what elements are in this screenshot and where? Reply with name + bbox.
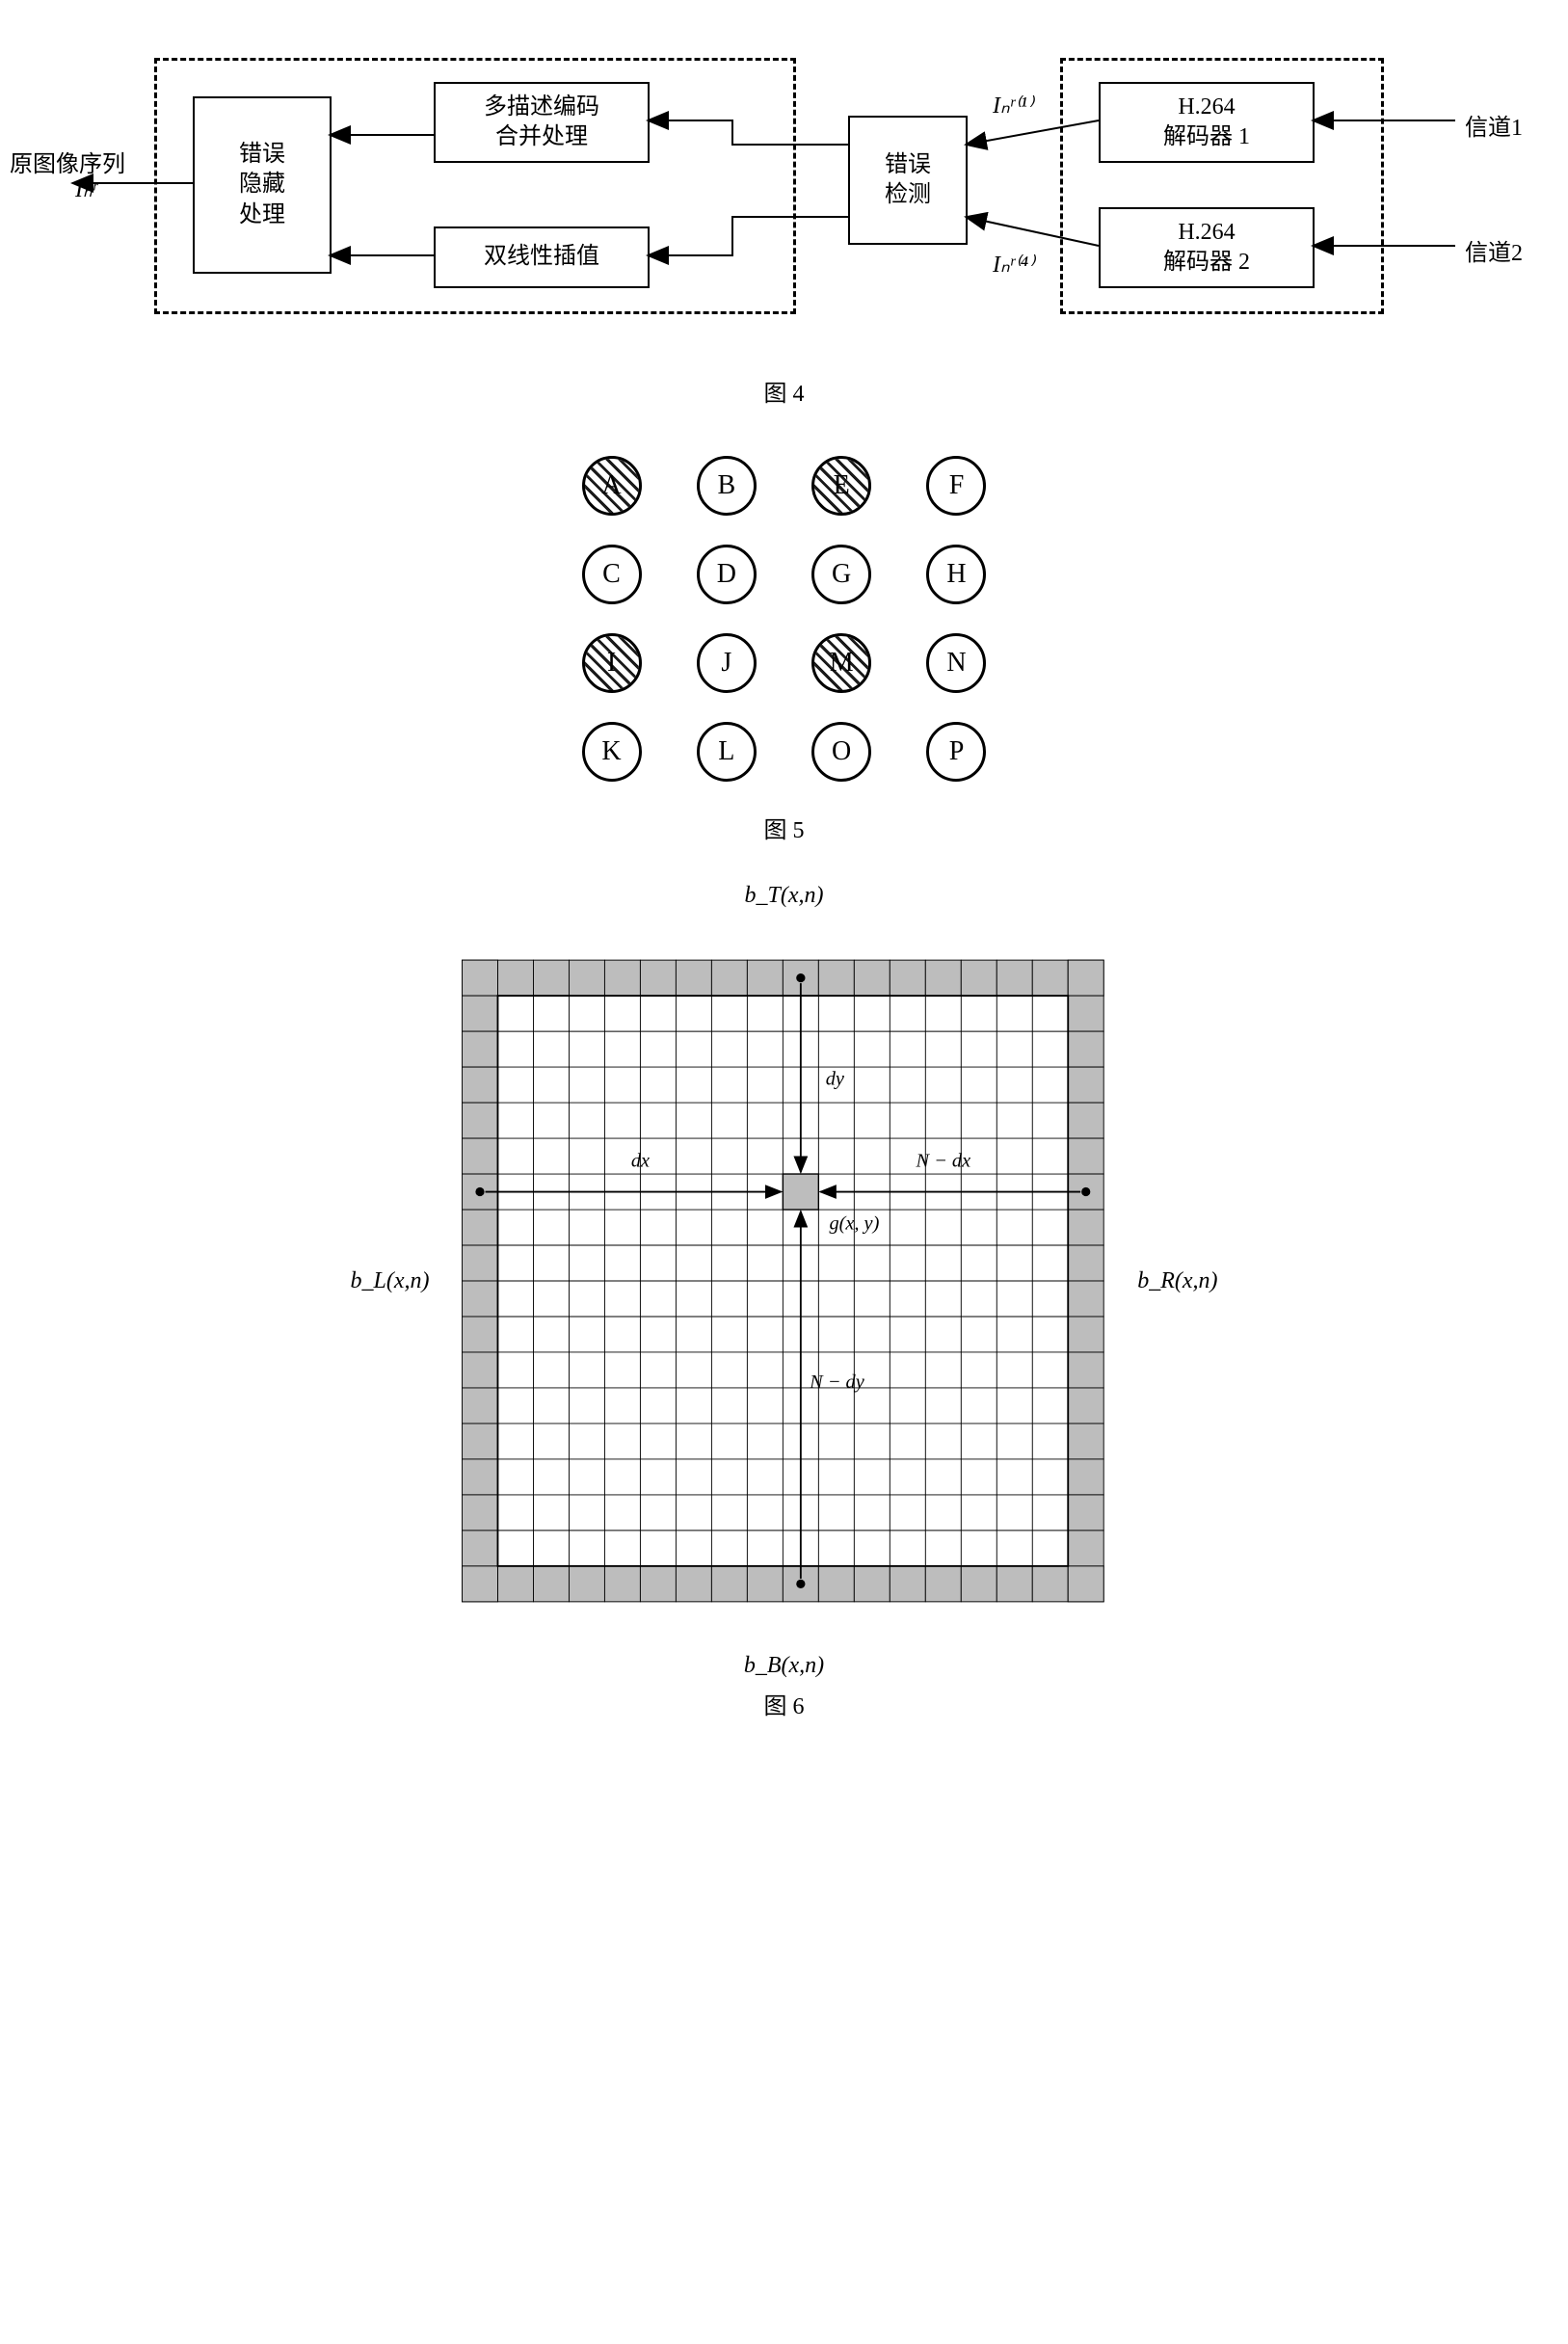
- figure-5: A B E F C D G H I J M N K L O P: [582, 456, 987, 782]
- box-bilinear-label: 双线性插值: [484, 242, 599, 272]
- fig5-circle-L: L: [697, 722, 757, 782]
- label-orig-seq: 原图像序列: [10, 145, 125, 178]
- svg-text:dy: dy: [826, 1069, 845, 1090]
- fig4-caption-text: 图 4: [764, 382, 805, 407]
- fig5-circle-M: M: [811, 633, 871, 693]
- fig5-circle-B: B: [697, 456, 757, 516]
- box-mdc-merge: 多描述编码 合并处理: [434, 82, 650, 163]
- figure-4: 错误 隐藏 处理 多描述编码 合并处理 双线性插值 错误 检测 H.264 解码…: [19, 39, 1549, 366]
- fig6-label-top-text: b_T(x,n): [745, 883, 824, 908]
- label-ch1-text: 信道1: [1465, 116, 1523, 141]
- box-mdc-merge-label: 多描述编码 合并处理: [484, 93, 599, 152]
- label-In-r1: Iₙʳ⁽¹⁾: [993, 92, 1033, 120]
- box-bilinear: 双线性插值: [434, 226, 650, 288]
- label-In-r: Iₙʳ: [75, 175, 97, 203]
- fig6-label-right-text: b_R(x,n): [1137, 1268, 1217, 1293]
- fig5-circle-H: H: [926, 545, 986, 604]
- fig5-caption-text: 图 5: [764, 818, 805, 843]
- fig5-circle-J: J: [697, 633, 757, 693]
- fig6-caption: 图 6: [19, 1687, 1549, 1720]
- fig5-circle-label: M: [830, 648, 854, 679]
- fig5-circle-label: I: [607, 648, 616, 679]
- fig6-grid-svg: dy dx N − dx N − dy g(x, y): [444, 915, 1122, 1647]
- box-decoder1-label: H.264 解码器 1: [1163, 93, 1250, 152]
- fig5-circle-label: O: [832, 736, 851, 767]
- svg-text:dx: dx: [631, 1151, 650, 1172]
- fig5-circle-label: E: [834, 470, 850, 501]
- figure-6: b_T(x,n) b_L(x,n) dy dx N − dx N − dy g(x, y…: [351, 883, 1218, 1679]
- fig5-circle-label: N: [946, 648, 966, 679]
- fig5-row: ABEF: [582, 456, 987, 516]
- fig5-circle-label: C: [602, 559, 621, 590]
- fig4-caption: 图 4: [19, 374, 1549, 408]
- fig5-circle-label: G: [832, 559, 851, 590]
- fig5-circle-I: I: [582, 633, 642, 693]
- fig5-circle-O: O: [811, 722, 871, 782]
- fig5-circle-label: H: [946, 559, 966, 590]
- fig5-circle-label: F: [949, 470, 965, 501]
- fig5-circle-label: J: [721, 648, 731, 679]
- fig5-circle-E: E: [811, 456, 871, 516]
- box-decoder2: H.264 解码器 2: [1099, 207, 1315, 288]
- label-In-r-text: Iₙʳ: [75, 177, 97, 202]
- fig6-label-bottom: b_B(x,n): [351, 1653, 1218, 1679]
- label-orig-seq-text: 原图像序列: [10, 152, 125, 177]
- label-In-r4: Iₙʳ⁽⁴⁾: [993, 251, 1034, 279]
- fig5-circle-C: C: [582, 545, 642, 604]
- box-decoder1: H.264 解码器 1: [1099, 82, 1315, 163]
- fig6-label-bottom-text: b_B(x,n): [744, 1653, 824, 1678]
- fig5-caption: 图 5: [19, 811, 1549, 844]
- label-In-r4-text: Iₙʳ⁽⁴⁾: [993, 253, 1034, 278]
- fig5-circle-N: N: [926, 633, 986, 693]
- fig5-circle-label: L: [718, 736, 734, 767]
- fig6-label-top: b_T(x,n): [351, 883, 1218, 909]
- label-ch2-text: 信道2: [1465, 241, 1523, 266]
- box-decoder2-label: H.264 解码器 2: [1163, 218, 1250, 278]
- box-error-detect-label: 错误 检测: [885, 150, 931, 210]
- fig5-circle-F: F: [926, 456, 986, 516]
- fig5-circle-P: P: [926, 722, 986, 782]
- fig5-circle-label: K: [601, 736, 621, 767]
- fig5-row: CDGH: [582, 545, 987, 604]
- svg-text:N − dy: N − dy: [810, 1372, 866, 1393]
- fig5-circle-label: B: [717, 470, 735, 501]
- fig5-circle-label: D: [717, 559, 736, 590]
- label-ch2: 信道2: [1465, 233, 1523, 267]
- fig6-label-left: b_L(x,n): [351, 1268, 430, 1294]
- box-error-conceal-label: 错误 隐藏 处理: [239, 140, 285, 230]
- fig5-circle-label: A: [601, 470, 621, 501]
- svg-text:g(x, y): g(x, y): [830, 1212, 880, 1234]
- fig5-circle-G: G: [811, 545, 871, 604]
- svg-text:N − dx: N − dx: [916, 1151, 971, 1172]
- fig5-circle-A: A: [582, 456, 642, 516]
- label-In-r1-text: Iₙʳ⁽¹⁾: [993, 93, 1033, 119]
- box-error-conceal: 错误 隐藏 处理: [193, 96, 332, 274]
- label-ch1: 信道1: [1465, 108, 1523, 142]
- fig6-label-right: b_R(x,n): [1137, 1268, 1217, 1294]
- fig5-row: IJMN: [582, 633, 987, 693]
- fig5-row: KLOP: [582, 722, 987, 782]
- fig5-circle-K: K: [582, 722, 642, 782]
- fig5-circle-D: D: [697, 545, 757, 604]
- box-error-detect: 错误 检测: [848, 116, 968, 245]
- fig6-caption-text: 图 6: [764, 1694, 805, 1719]
- fig6-label-left-text: b_L(x,n): [351, 1268, 430, 1293]
- fig5-circle-label: P: [949, 736, 965, 767]
